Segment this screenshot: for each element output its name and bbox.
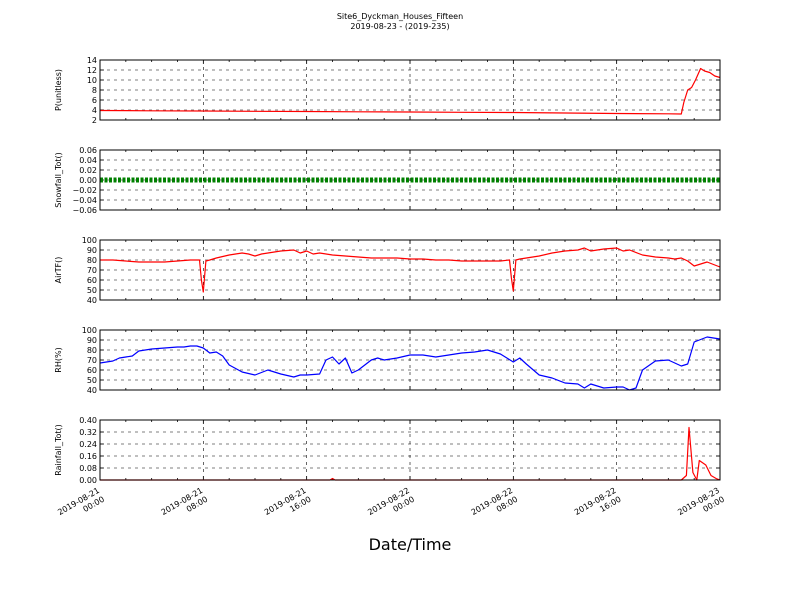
- y-tick-label: 12: [87, 66, 97, 75]
- y-axis-label: RH(%): [54, 347, 63, 372]
- y-tick-label: 80: [87, 346, 97, 355]
- y-tick-label: 40: [87, 296, 97, 305]
- y-tick-label: 0.02: [79, 166, 97, 175]
- y-tick-label: −0.06: [72, 206, 97, 215]
- y-tick-label: 100: [82, 236, 97, 245]
- y-tick-label: 0.06: [79, 146, 97, 155]
- y-tick-label: 2: [92, 116, 97, 125]
- x-tick-label: 2019-08-2100:00: [56, 486, 106, 526]
- y-tick-label: −0.04: [72, 196, 97, 205]
- subplot-panels: 2468101214P(unitless)−0.06−0.04−0.020.00…: [54, 56, 726, 526]
- y-tick-label: 50: [87, 286, 97, 295]
- y-tick-label: 4: [92, 106, 97, 115]
- y-tick-label: 8: [92, 86, 97, 95]
- y-tick-label: 40: [87, 386, 97, 395]
- x-tick-label: 2019-08-2200:00: [366, 486, 416, 526]
- chart-title-line1: Site6_Dyckman_Houses_Fifteen: [337, 12, 463, 21]
- subplot-2: −0.06−0.04−0.020.000.020.040.06 Snowfall_…: [54, 146, 721, 215]
- y-axis-label: Rainfall_Tot(): [54, 424, 63, 476]
- y-tick-label: 0.00: [79, 176, 97, 185]
- y-tick-label: −0.02: [72, 186, 97, 195]
- series-line: [99, 67, 721, 115]
- x-tick-label: 2019-08-2300:00: [676, 486, 726, 526]
- y-tick-label: 0.32: [79, 428, 97, 437]
- y-tick-label: 80: [87, 256, 97, 265]
- x-tick-label: 2019-08-2116:00: [263, 486, 313, 526]
- y-tick-label: 0.08: [79, 464, 97, 473]
- axes-frame: [99, 149, 721, 211]
- axes-frame: [99, 59, 721, 121]
- y-tick-label: 0.24: [79, 440, 97, 449]
- y-axis-label: AirTF(): [54, 257, 63, 284]
- y-tick-label: 0.04: [79, 156, 97, 165]
- axes-frame: [99, 419, 721, 481]
- series-line: [99, 336, 721, 391]
- x-tick-label: 2019-08-2108:00: [160, 486, 210, 526]
- y-tick-label: 70: [87, 356, 97, 365]
- y-tick-label: 14: [87, 56, 97, 65]
- y-tick-label: 6: [92, 96, 97, 105]
- axes-frame: [99, 239, 721, 301]
- y-tick-label: 60: [87, 366, 97, 375]
- y-axis-label: Snowfall_Tot(): [54, 152, 63, 208]
- y-tick-label: 10: [87, 76, 97, 85]
- x-tick-label: 2019-08-2216:00: [573, 486, 623, 526]
- subplot-5: 0.00 0.08 0.16 0.24 0.32 0.40 Rainfall_Tot() 20…: [54, 416, 726, 526]
- y-tick-label: 90: [87, 246, 97, 255]
- y-tick-label: 50: [87, 376, 97, 385]
- series-line: [100, 247, 721, 293]
- y-tick-label: 0.00: [79, 476, 97, 485]
- x-axis-label: Date/Time: [369, 535, 452, 554]
- y-axis-label: P(unitless): [54, 69, 63, 111]
- x-tick-label: 2019-08-2208:00: [470, 486, 520, 526]
- y-tick-label: 70: [87, 266, 97, 275]
- y-tick-label: 90: [87, 336, 97, 345]
- y-tick-label: 100: [82, 326, 97, 335]
- series-line: [100, 426, 721, 481]
- y-tick-label: 60: [87, 276, 97, 285]
- chart-title-line2: 2019-08-23 - (2019-235): [350, 22, 449, 31]
- axes-frame: [99, 329, 721, 391]
- y-tick-label: 0.40: [79, 416, 97, 425]
- y-tick-label: 0.16: [79, 452, 97, 461]
